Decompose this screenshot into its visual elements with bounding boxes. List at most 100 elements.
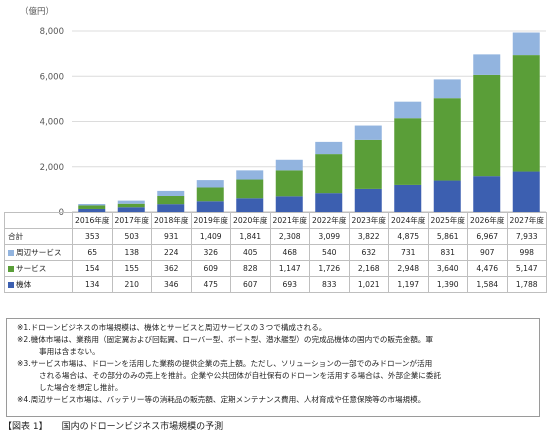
bar-segment bbox=[117, 207, 145, 212]
bar-segment bbox=[78, 208, 106, 212]
data-value-cell: 138 bbox=[111, 244, 152, 261]
legend-swatch bbox=[8, 282, 14, 288]
y-axis-unit-label: （億円） bbox=[20, 6, 54, 17]
total-value-cell: 1,841 bbox=[230, 228, 271, 245]
stacked-bar-chart: （億円） 0 2,000 4,000 6,000 8,000 bbox=[20, 6, 546, 215]
data-value-cell: 693 bbox=[269, 276, 310, 293]
data-value-cell: 731 bbox=[388, 244, 429, 261]
total-value-cell: 6,967 bbox=[467, 228, 508, 245]
data-value-cell: 155 bbox=[111, 260, 152, 277]
series-name: サービス bbox=[16, 264, 47, 273]
bar-segment bbox=[512, 55, 540, 172]
bar-segment bbox=[196, 180, 224, 188]
bar-segment bbox=[78, 204, 106, 206]
data-value-cell: 4,476 bbox=[467, 260, 508, 277]
series-label-cell: 機体 bbox=[4, 276, 73, 293]
bar-segment bbox=[157, 195, 185, 205]
bar-segment bbox=[354, 188, 382, 212]
data-value-cell: 632 bbox=[348, 244, 389, 261]
series-label-cell: 周辺サービス bbox=[4, 244, 73, 261]
bar-segment bbox=[433, 79, 461, 99]
bar-segment bbox=[236, 179, 264, 199]
note-line: ※2.機体市場は、業務用（固定翼および回転翼、ローバー型、ボート型、潜水艦型）の… bbox=[17, 335, 433, 344]
bar-segment bbox=[157, 190, 185, 196]
caption-tag: 【図表 1】 bbox=[3, 422, 48, 432]
series-name: 機体 bbox=[16, 280, 32, 289]
total-value-cell: 7,933 bbox=[506, 228, 547, 245]
data-value-cell: 475 bbox=[190, 276, 231, 293]
legend-swatch bbox=[8, 266, 14, 272]
note-line: ※3.サービス市場は、ドローンを活用した業務の提供企業の売上額。ただし、ソリュー… bbox=[17, 359, 433, 368]
data-value-cell: 828 bbox=[230, 260, 271, 277]
series-label-cell: サービス bbox=[4, 260, 73, 277]
total-value-cell: 1,409 bbox=[190, 228, 231, 245]
chart-area: （億円） 0 2,000 4,000 6,000 8,000 bbox=[0, 0, 550, 215]
data-value-cell: 326 bbox=[190, 244, 231, 261]
bar-segment bbox=[354, 139, 382, 189]
bar-segment bbox=[236, 198, 264, 212]
total-value-cell: 503 bbox=[111, 228, 152, 245]
bar-segment bbox=[354, 125, 382, 140]
data-table: 2016年度 2017年度 2018年度 2019年度 2020年度 2021年度 2022… bbox=[4, 212, 547, 293]
bar-segment bbox=[394, 101, 422, 119]
x-category-label: 2018年度 bbox=[151, 212, 192, 229]
x-category-label: 2024年度 bbox=[388, 212, 429, 229]
data-value-cell: 154 bbox=[72, 260, 113, 277]
bar-segment bbox=[275, 170, 303, 197]
data-value-cell: 210 bbox=[111, 276, 152, 293]
total-value-cell: 3,099 bbox=[309, 228, 350, 245]
bar-segment bbox=[315, 154, 343, 194]
table-row-series: サービス 154 155 362 609 828 1,147 1,726 2,168 2,948 3… bbox=[4, 260, 547, 277]
total-value-cell: 4,875 bbox=[388, 228, 429, 245]
x-category-label: 2016年度 bbox=[72, 212, 113, 229]
data-value-cell: 468 bbox=[269, 244, 310, 261]
data-value-cell: 1,147 bbox=[269, 260, 310, 277]
bar-segment bbox=[157, 204, 185, 212]
bar-segment bbox=[315, 193, 343, 212]
data-value-cell: 2,168 bbox=[348, 260, 389, 277]
bar-segment bbox=[473, 54, 501, 75]
data-value-cell: 362 bbox=[151, 260, 192, 277]
bar-segment bbox=[117, 200, 145, 204]
data-value-cell: 540 bbox=[309, 244, 350, 261]
data-value-cell: 609 bbox=[190, 260, 231, 277]
total-value-cell: 5,861 bbox=[427, 228, 468, 245]
figure-caption: 【図表 1】 国内のドローンビジネス市場規模の予測 bbox=[3, 419, 543, 432]
table-header-row: 2016年度 2017年度 2018年度 2019年度 2020年度 2021年度 2022… bbox=[4, 212, 547, 229]
data-value-cell: 224 bbox=[151, 244, 192, 261]
total-value-cell: 3,822 bbox=[348, 228, 389, 245]
bar-segment bbox=[473, 74, 501, 177]
note-line: ※4.周辺サービス市場は、バッテリー等の消耗品の販売額、定期メンテナンス費用、人… bbox=[17, 395, 426, 404]
total-value-cell: 931 bbox=[151, 228, 192, 245]
data-value-cell: 998 bbox=[506, 244, 547, 261]
data-value-cell: 831 bbox=[427, 244, 468, 261]
note-line: される場合は、その部分のみの売上を推計。企業や公共団体が自社保有のドローンを活用… bbox=[39, 371, 442, 380]
data-value-cell: 65 bbox=[72, 244, 113, 261]
x-category-label: 2022年度 bbox=[309, 212, 350, 229]
x-category-label: 2025年度 bbox=[427, 212, 468, 229]
y-tick-label: 0 bbox=[59, 208, 64, 215]
bar-segment bbox=[117, 203, 145, 208]
bar-segment bbox=[433, 98, 461, 181]
bar-segment bbox=[473, 176, 501, 212]
bar-segment bbox=[512, 32, 540, 56]
data-value-cell: 2,948 bbox=[388, 260, 429, 277]
bar-segment bbox=[394, 184, 422, 212]
data-value-cell: 134 bbox=[72, 276, 113, 293]
data-value-cell: 1,021 bbox=[348, 276, 389, 293]
bar-segment bbox=[394, 118, 422, 185]
data-value-cell: 5,147 bbox=[506, 260, 547, 277]
x-category-label: 2023年度 bbox=[348, 212, 389, 229]
table-row-series: 周辺サービス 65 138 224 326 405 468 540 632 731 831 907 99… bbox=[4, 244, 547, 261]
bar-segment bbox=[78, 205, 106, 209]
bar-segment bbox=[236, 170, 264, 180]
data-value-cell: 1,726 bbox=[309, 260, 350, 277]
x-category-label: 2019年度 bbox=[190, 212, 231, 229]
data-value-cell: 907 bbox=[467, 244, 508, 261]
x-category-label: 2020年度 bbox=[230, 212, 271, 229]
x-category-label: 2017年度 bbox=[111, 212, 152, 229]
x-category-label: 2021年度 bbox=[269, 212, 310, 229]
data-value-cell: 833 bbox=[309, 276, 350, 293]
table-row-series: 機体 134 210 346 475 607 693 833 1,021 1,197 1,390 1,… bbox=[4, 276, 547, 293]
total-value-cell: 353 bbox=[72, 228, 113, 245]
